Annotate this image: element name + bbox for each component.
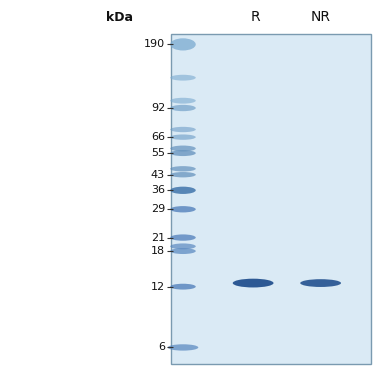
Ellipse shape [170, 284, 196, 290]
Ellipse shape [170, 127, 196, 132]
Text: 21: 21 [151, 232, 165, 243]
Ellipse shape [170, 172, 196, 177]
Text: 29: 29 [151, 204, 165, 214]
Ellipse shape [170, 75, 196, 81]
Ellipse shape [170, 187, 196, 194]
Ellipse shape [170, 206, 196, 212]
Text: 36: 36 [151, 185, 165, 195]
FancyBboxPatch shape [171, 34, 371, 364]
Text: NR: NR [310, 10, 331, 24]
Ellipse shape [170, 105, 196, 111]
Ellipse shape [170, 234, 196, 241]
Text: 43: 43 [151, 170, 165, 180]
Ellipse shape [233, 279, 273, 288]
Ellipse shape [170, 38, 196, 51]
Text: 12: 12 [151, 282, 165, 292]
Text: 55: 55 [151, 148, 165, 158]
Ellipse shape [170, 166, 196, 171]
Text: 18: 18 [151, 246, 165, 256]
Ellipse shape [170, 135, 196, 140]
Text: 92: 92 [151, 103, 165, 113]
Ellipse shape [170, 98, 196, 104]
Ellipse shape [170, 146, 196, 152]
Text: kDa: kDa [106, 11, 133, 24]
Ellipse shape [300, 279, 341, 287]
Text: 190: 190 [144, 39, 165, 50]
Ellipse shape [170, 243, 196, 249]
Text: 66: 66 [151, 132, 165, 142]
Ellipse shape [170, 150, 196, 156]
Ellipse shape [170, 248, 196, 254]
Text: 6: 6 [158, 342, 165, 352]
Text: R: R [250, 10, 260, 24]
Ellipse shape [168, 344, 198, 351]
